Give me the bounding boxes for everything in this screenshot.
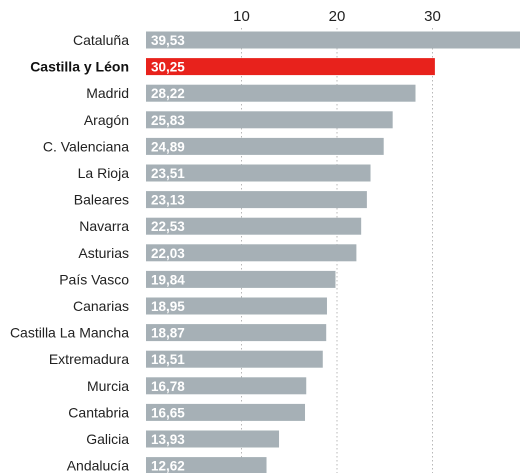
bar [146, 297, 327, 315]
value-label: 22,53 [151, 219, 185, 234]
value-label: 16,65 [151, 405, 185, 420]
value-label: 16,78 [151, 379, 185, 394]
category-label: La Rioja [78, 165, 130, 181]
value-label: 25,83 [151, 113, 185, 128]
category-label: Extremadura [49, 351, 129, 367]
bar [146, 457, 267, 473]
category-label: Andalucía [67, 458, 129, 473]
category-label: Castilla y Léon [30, 59, 129, 75]
bar [146, 403, 306, 421]
bars [146, 31, 520, 473]
bar [146, 191, 367, 209]
x-axis-ticks: 10 20 30 [233, 8, 441, 25]
bar [146, 111, 393, 129]
bar [146, 244, 357, 262]
category-label: Madrid [86, 85, 129, 101]
value-label: 22,03 [151, 246, 185, 261]
value-label: 23,51 [151, 166, 185, 181]
x-tick-label: 20 [329, 8, 346, 25]
bar [146, 350, 323, 368]
bar [146, 217, 362, 235]
bar [146, 31, 520, 49]
value-label: 28,22 [151, 86, 185, 101]
value-label: 23,13 [151, 193, 185, 208]
value-label: 18,95 [151, 299, 185, 314]
bar [146, 84, 416, 102]
category-label: Navarra [79, 218, 129, 234]
value-label: 12,62 [151, 459, 185, 473]
category-label: Aragón [84, 112, 129, 128]
bar [146, 270, 336, 288]
category-label: C. Valenciana [43, 138, 129, 154]
value-label: 13,93 [151, 432, 185, 447]
bar [146, 164, 371, 182]
value-labels: 39,53 30,25 28,22 25,83 24,89 23,51 23,13 22,53… [151, 33, 185, 473]
bar [146, 377, 307, 395]
category-label: Baleares [74, 192, 129, 208]
category-label: Galicia [86, 431, 129, 447]
bar [146, 324, 327, 342]
category-label: Murcia [87, 378, 129, 394]
x-tick-label: 30 [424, 8, 441, 25]
category-label: Cantabria [68, 404, 129, 420]
value-label: 18,51 [151, 352, 185, 367]
bar [146, 137, 384, 155]
category-label: País Vasco [59, 271, 129, 287]
value-label: 39,53 [151, 33, 185, 48]
category-label: Canarias [73, 298, 129, 314]
value-label: 24,89 [151, 139, 185, 154]
category-label: Cataluña [73, 32, 129, 48]
x-tick-label: 10 [233, 8, 250, 25]
value-label: 18,87 [151, 326, 185, 341]
bar [146, 58, 435, 76]
category-label: Castilla La Mancha [10, 325, 129, 341]
value-label: 30,25 [151, 60, 185, 75]
value-label: 19,84 [151, 272, 185, 287]
category-labels: Cataluña Castilla y Léon Madrid Aragón C. Va… [10, 32, 129, 473]
category-label: Asturias [78, 245, 129, 261]
bar [146, 430, 280, 448]
